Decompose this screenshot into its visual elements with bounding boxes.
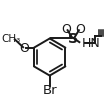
Text: CH₃: CH₃ [2,34,21,44]
Text: O: O [19,42,29,55]
Text: Br: Br [42,84,57,97]
Text: S: S [68,32,78,46]
Text: O: O [61,23,71,36]
Text: O: O [75,23,85,36]
Text: HN: HN [81,37,100,50]
